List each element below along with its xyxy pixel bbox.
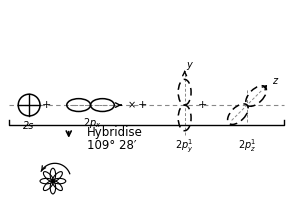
Text: $2p^1_z$: $2p^1_z$ — [238, 138, 256, 154]
Text: $2p_x$: $2p_x$ — [83, 116, 102, 130]
Text: +: + — [197, 100, 207, 110]
Text: $2p^1_y$: $2p^1_y$ — [176, 138, 194, 155]
Text: 109° 28′: 109° 28′ — [86, 139, 136, 152]
Text: y: y — [187, 60, 192, 70]
Text: +: + — [137, 100, 147, 110]
Text: ×: × — [128, 100, 136, 110]
Text: Hybridise: Hybridise — [86, 126, 143, 139]
Text: z: z — [273, 76, 278, 86]
Text: +: + — [42, 100, 52, 110]
Text: 2s: 2s — [24, 121, 35, 131]
